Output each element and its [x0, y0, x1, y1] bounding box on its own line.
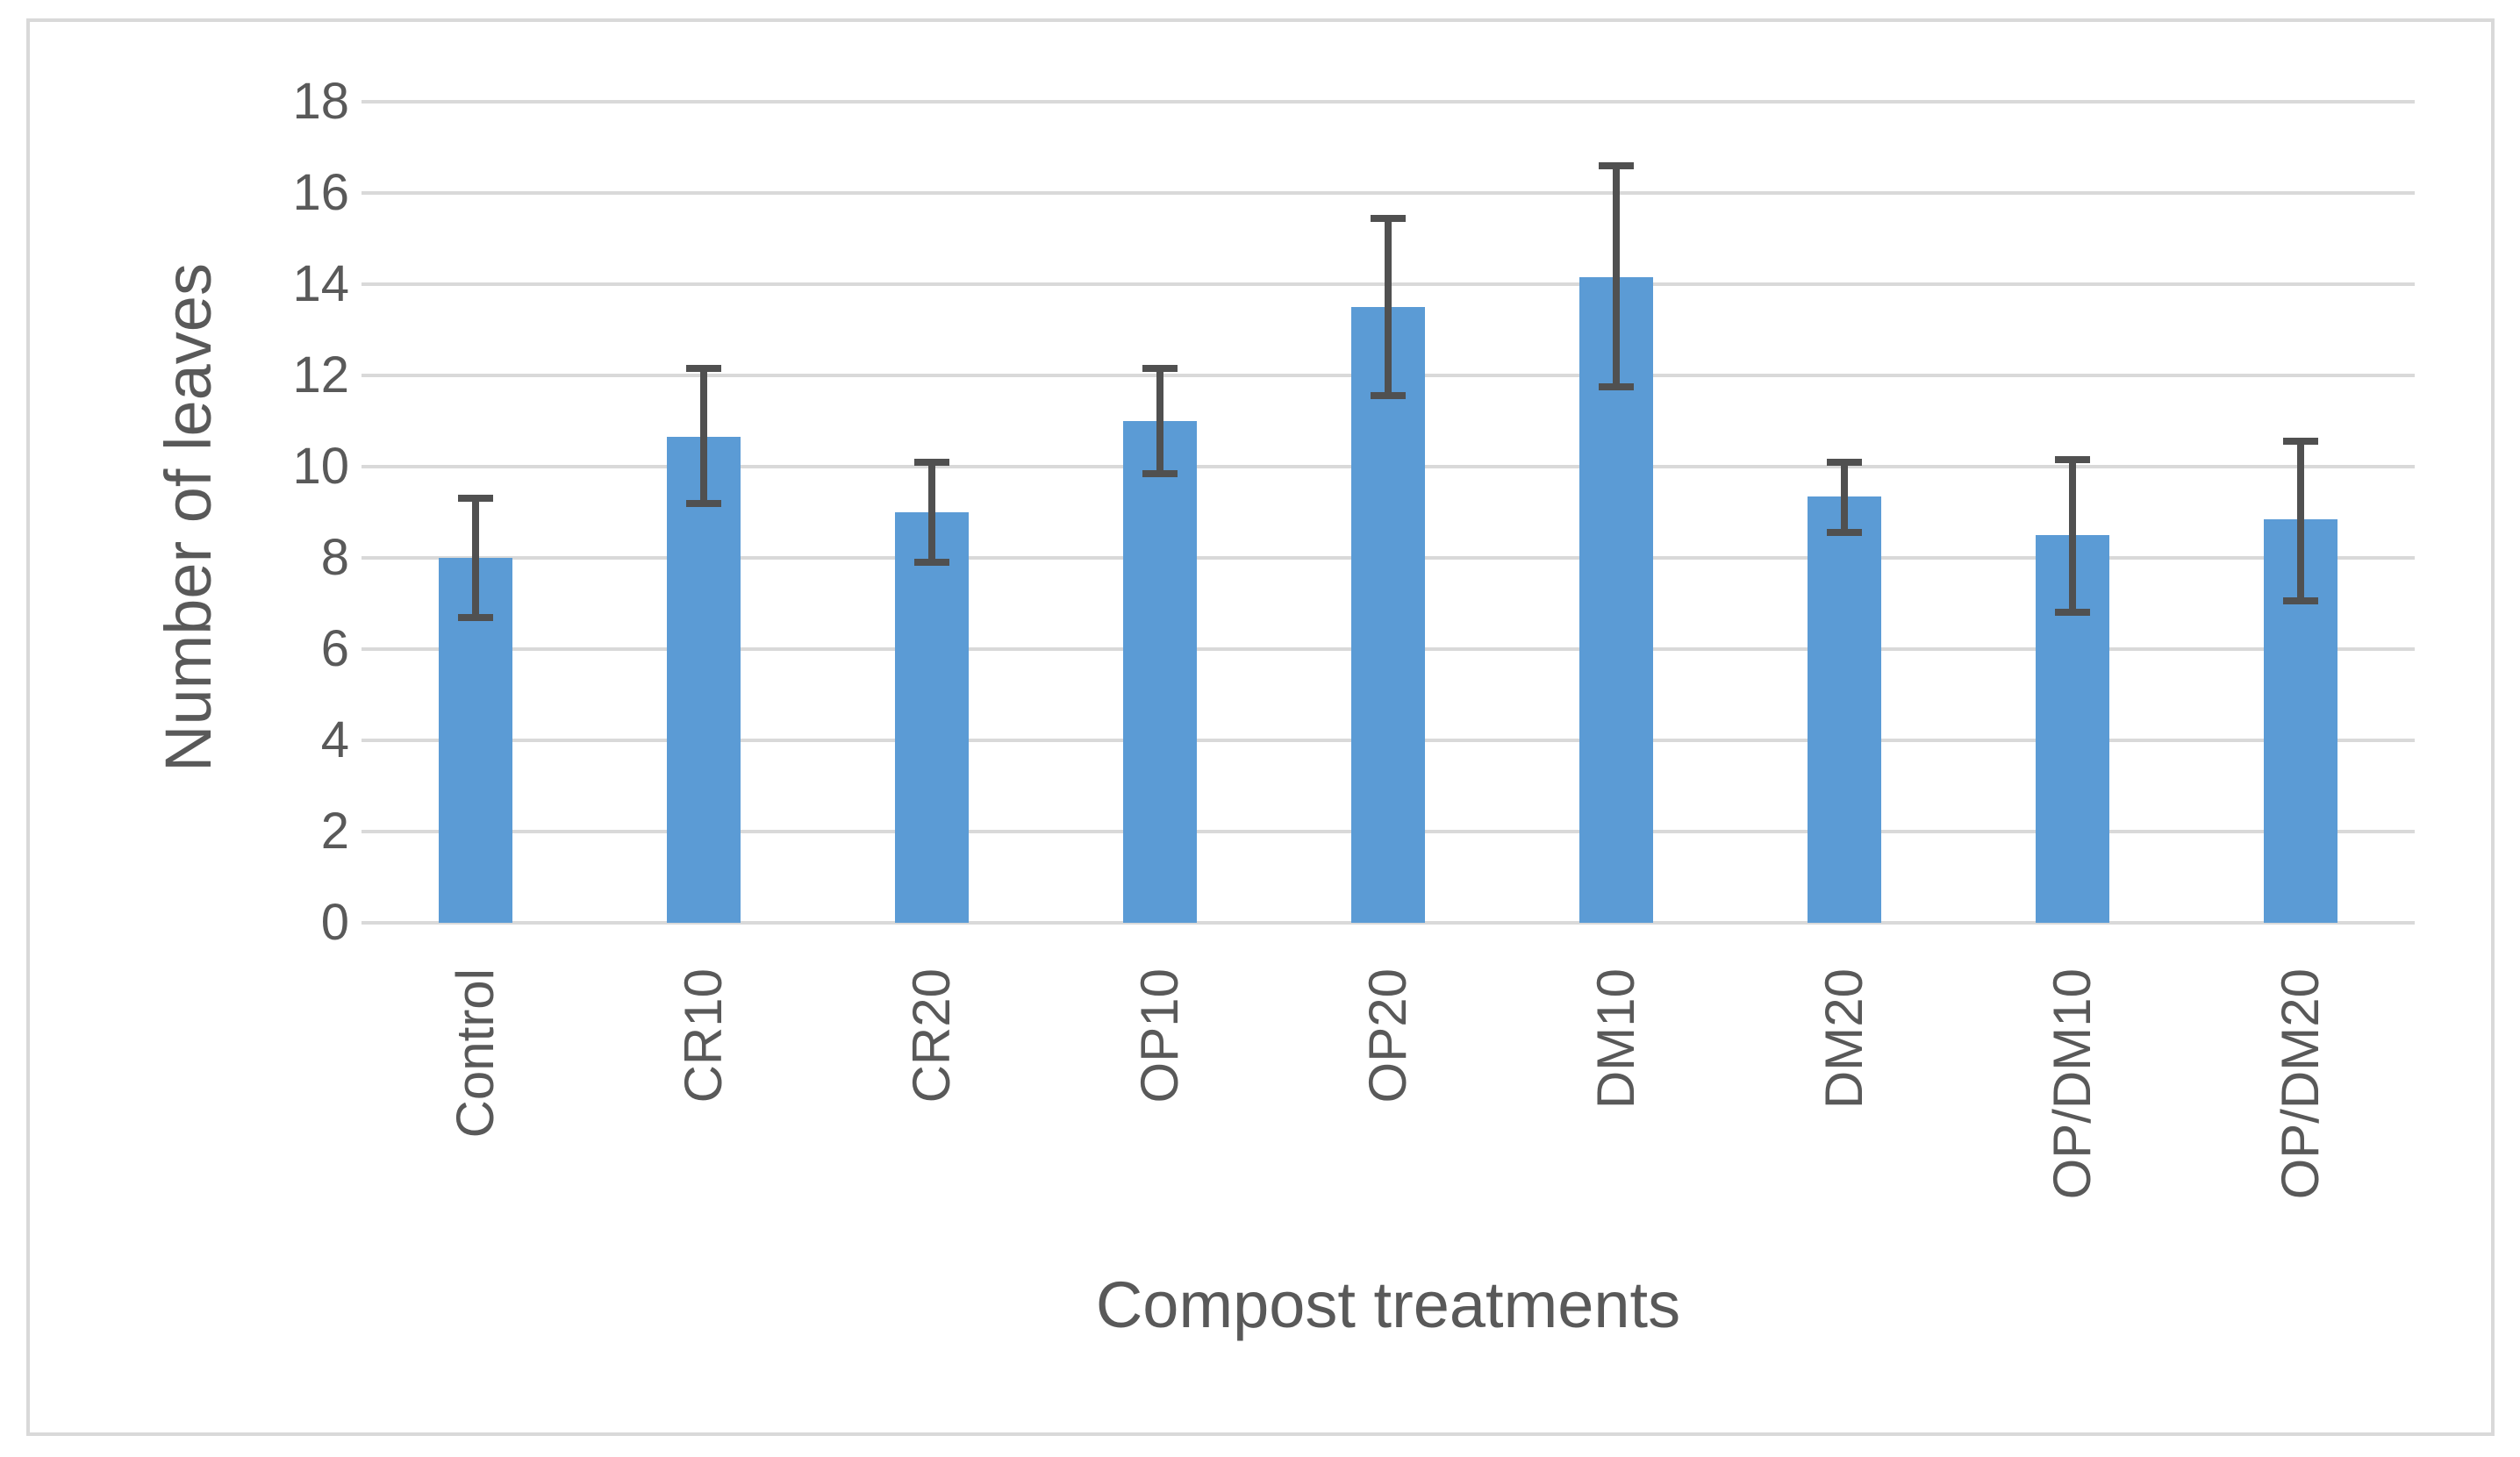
- x-axis-category-label-dm10: DM10: [1586, 968, 1645, 1110]
- y-axis-tick-label-8: 8: [320, 529, 349, 586]
- error-bar-line-op-dm10: [2069, 460, 2076, 613]
- x-axis-category-label-op10: OP10: [1130, 968, 1189, 1103]
- x-axis-title: Compost treatments: [1095, 1268, 1681, 1341]
- error-bar-bottom-cap-dm20: [1827, 529, 1862, 537]
- error-bar-top-cap-op-dm20: [2283, 438, 2318, 446]
- y-axis-tick-label-14: 14: [292, 255, 349, 312]
- y-axis-tick-label-4: 4: [320, 711, 349, 768]
- y-axis-tick-label-0: 0: [320, 894, 349, 951]
- error-bar-line-op-dm20: [2297, 441, 2304, 602]
- error-bar-bottom-cap-cr20: [914, 559, 949, 567]
- error-bar-line-cr10: [700, 368, 707, 504]
- y-axis-tick-label-10: 10: [292, 438, 349, 495]
- y-axis-tick-label-18: 18: [292, 73, 349, 130]
- x-axis-category-label-cr20: CR20: [902, 968, 961, 1103]
- bar-dm20: [1808, 496, 1881, 923]
- error-bar-top-cap-cr20: [914, 458, 949, 466]
- error-bar-top-cap-op-dm10: [2055, 456, 2090, 464]
- error-bar-top-cap-op10: [1142, 365, 1178, 373]
- error-bar-top-cap-dm20: [1827, 458, 1862, 466]
- error-bar-line-dm10: [1613, 165, 1620, 387]
- error-bar-bottom-cap-op20: [1371, 392, 1406, 400]
- bar-cr20: [895, 512, 969, 923]
- error-bar-top-cap-dm10: [1599, 161, 1634, 169]
- bar-cr10: [667, 437, 741, 923]
- y-axis-tick-label-2: 2: [320, 803, 349, 860]
- bar-op20: [1351, 307, 1425, 923]
- error-bar-line-control: [472, 498, 479, 618]
- gridline-y-0: [362, 921, 2415, 925]
- y-axis-title: Number of leaves: [152, 263, 225, 772]
- bar-op10: [1123, 421, 1197, 923]
- error-bar-line-dm20: [1841, 461, 1848, 533]
- x-axis-category-label-op-dm20: OP/DM20: [2271, 968, 2330, 1200]
- error-bar-top-cap-control: [458, 495, 493, 503]
- error-bar-bottom-cap-dm10: [1599, 383, 1634, 390]
- error-bar-bottom-cap-op-dm20: [2283, 597, 2318, 605]
- x-axis-category-label-op20: OP20: [1358, 968, 1417, 1103]
- error-bar-top-cap-cr10: [686, 365, 721, 373]
- y-axis-tick-label-6: 6: [320, 620, 349, 677]
- x-axis-category-label-op-dm10: OP/DM10: [2043, 968, 2101, 1200]
- error-bar-line-op10: [1156, 368, 1163, 474]
- gridline-y-18: [362, 100, 2415, 104]
- x-axis-category-label-dm20: DM20: [1815, 968, 1873, 1110]
- error-bar-bottom-cap-op10: [1142, 469, 1178, 477]
- gridline-y-16: [362, 191, 2415, 195]
- x-axis-category-label-cr10: CR10: [674, 968, 733, 1103]
- y-axis-tick-label-16: 16: [292, 164, 349, 221]
- x-axis-category-label-control: Control: [446, 968, 505, 1139]
- error-bar-bottom-cap-op-dm10: [2055, 609, 2090, 617]
- error-bar-bottom-cap-cr10: [686, 499, 721, 507]
- chart-border: [26, 18, 2495, 1436]
- error-bar-bottom-cap-control: [458, 613, 493, 621]
- y-axis-tick-label-12: 12: [292, 346, 349, 404]
- error-bar-line-op20: [1385, 218, 1392, 396]
- error-bar-line-cr20: [928, 461, 935, 563]
- error-bar-top-cap-op20: [1371, 214, 1406, 222]
